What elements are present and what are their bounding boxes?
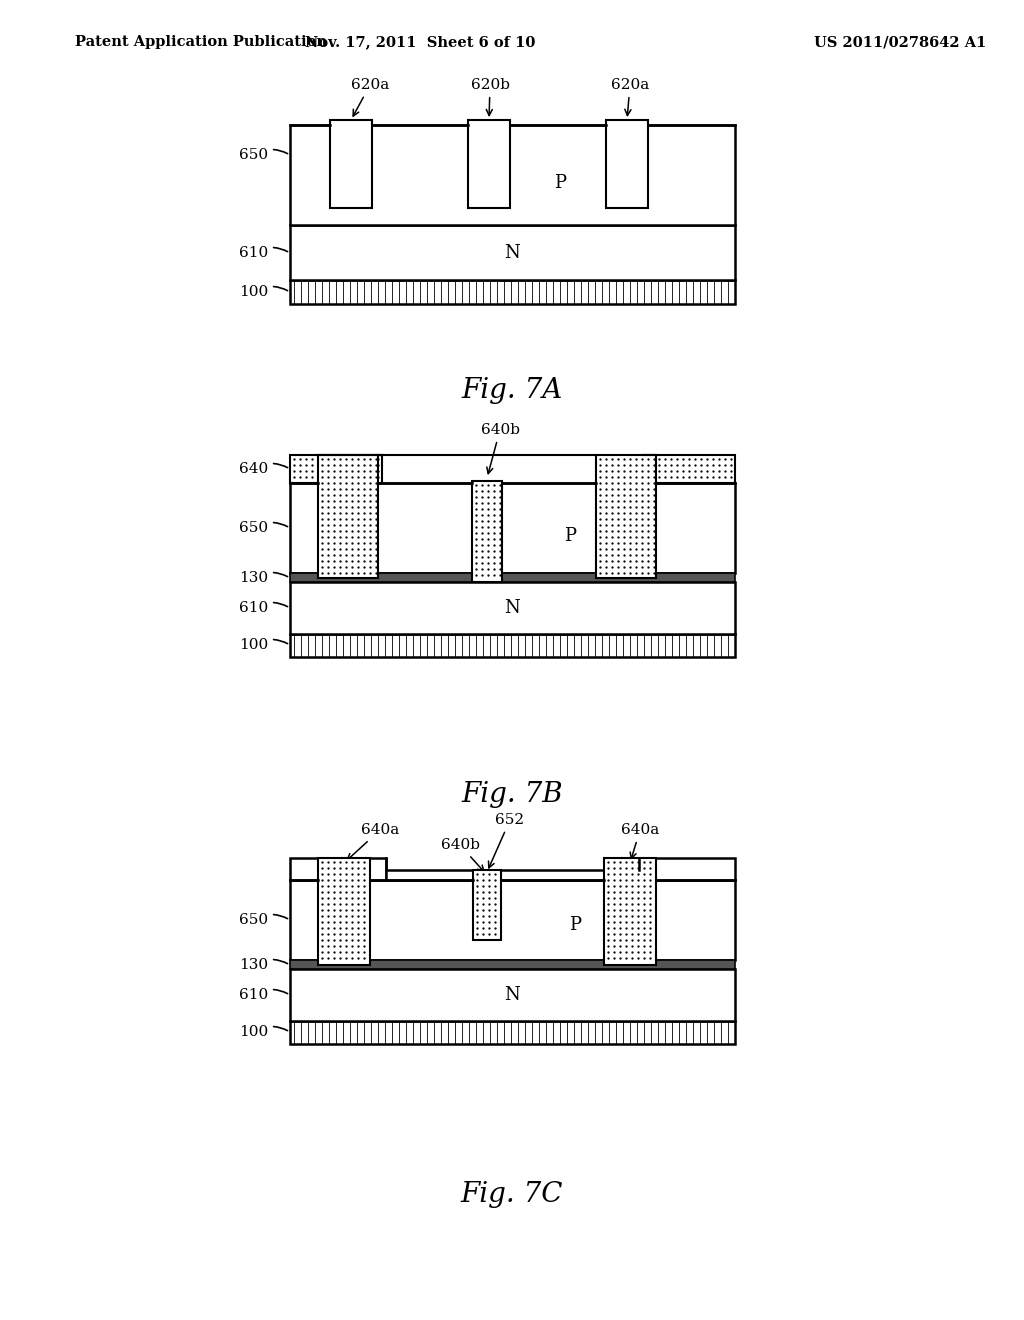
- Text: P: P: [569, 916, 581, 935]
- Bar: [290, 224, 735, 280]
- Bar: [330, 120, 372, 209]
- Bar: [290, 455, 382, 483]
- Bar: [290, 582, 735, 634]
- Text: 100: 100: [239, 638, 288, 652]
- Bar: [290, 1020, 735, 1044]
- Bar: [290, 280, 735, 304]
- Bar: [318, 858, 370, 965]
- Text: 640a: 640a: [621, 822, 659, 859]
- Text: 652: 652: [488, 813, 524, 867]
- Bar: [290, 858, 386, 880]
- Text: Fig. 7C: Fig. 7C: [461, 1181, 563, 1209]
- Bar: [290, 969, 735, 1020]
- Bar: [606, 120, 648, 209]
- Text: 640b: 640b: [440, 838, 484, 871]
- Text: Nov. 17, 2011  Sheet 6 of 10: Nov. 17, 2011 Sheet 6 of 10: [305, 36, 536, 49]
- Bar: [386, 870, 639, 880]
- Text: 100: 100: [239, 1026, 288, 1039]
- Bar: [468, 120, 510, 209]
- Text: Patent Application Publication: Patent Application Publication: [75, 36, 327, 49]
- Bar: [290, 125, 735, 224]
- Text: N: N: [505, 986, 520, 1005]
- Text: 650: 650: [239, 148, 288, 162]
- Text: 130: 130: [239, 572, 288, 585]
- Text: 620a: 620a: [351, 78, 389, 116]
- Text: 100: 100: [239, 285, 288, 300]
- Text: 640b: 640b: [480, 422, 519, 474]
- Text: US 2011/0278642 A1: US 2011/0278642 A1: [814, 36, 986, 49]
- Bar: [472, 480, 502, 582]
- Text: 620a: 620a: [611, 78, 649, 116]
- Bar: [318, 455, 378, 578]
- Text: N: N: [505, 243, 520, 261]
- Text: 610: 610: [239, 246, 288, 260]
- Text: Fig. 7B: Fig. 7B: [461, 781, 563, 808]
- Text: P: P: [564, 527, 575, 545]
- Bar: [290, 960, 735, 969]
- Bar: [604, 858, 656, 965]
- Bar: [290, 483, 735, 573]
- Bar: [473, 870, 501, 940]
- Text: 650: 650: [239, 521, 288, 535]
- Bar: [290, 880, 735, 960]
- Text: 640a: 640a: [347, 822, 399, 859]
- Text: 640: 640: [239, 462, 288, 477]
- Text: Fig. 7A: Fig. 7A: [462, 376, 562, 404]
- Bar: [596, 455, 656, 578]
- Text: 130: 130: [239, 958, 288, 972]
- Text: 620b: 620b: [470, 78, 510, 116]
- Text: 650: 650: [239, 913, 288, 927]
- Text: 610: 610: [239, 987, 288, 1002]
- Bar: [290, 634, 735, 657]
- Bar: [639, 858, 735, 880]
- Text: N: N: [505, 599, 520, 616]
- Bar: [643, 455, 735, 483]
- Bar: [290, 573, 735, 582]
- Text: P: P: [554, 174, 566, 191]
- Text: 610: 610: [239, 601, 288, 615]
